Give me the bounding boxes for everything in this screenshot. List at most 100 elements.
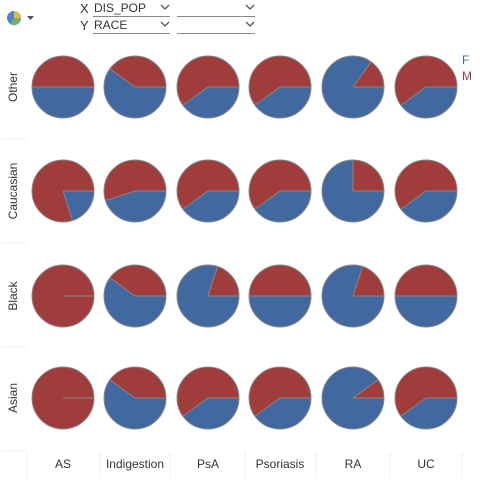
pie[interactable] [176, 159, 240, 223]
pie-slice-m[interactable] [353, 379, 384, 398]
pie-slice-m[interactable] [32, 56, 94, 87]
slice-boundary [254, 397, 281, 417]
pie-slice-f[interactable] [254, 87, 311, 118]
pie-slice-m[interactable] [109, 265, 166, 296]
y-field-dropdown[interactable]: RACE [93, 18, 170, 34]
pie-slice-m[interactable] [109, 56, 166, 87]
pie-outline [394, 264, 458, 328]
pie[interactable] [321, 366, 385, 430]
pie-slice-f[interactable] [32, 87, 94, 118]
pie[interactable] [103, 366, 167, 430]
chart-type-selector[interactable] [6, 9, 38, 27]
pie[interactable] [248, 264, 312, 328]
column-label: UC [417, 457, 435, 471]
pie[interactable] [248, 159, 312, 223]
slice-boundary [352, 379, 379, 399]
pie-slice-m[interactable] [249, 265, 311, 296]
pie-slice-m[interactable] [177, 159, 239, 210]
pie-slice-f[interactable] [103, 68, 166, 119]
pie[interactable] [394, 159, 458, 223]
pie[interactable] [176, 366, 240, 430]
legend-item-f[interactable]: F [462, 53, 470, 67]
pie[interactable] [321, 159, 385, 223]
pie-outline [321, 264, 385, 328]
pie-outline [321, 55, 385, 119]
pie-slice-m[interactable] [177, 55, 239, 106]
pie-slice-m[interactable] [103, 159, 167, 201]
pie[interactable] [248, 366, 312, 430]
x-secondary-dropdown[interactable] [177, 1, 255, 17]
pie[interactable] [103, 159, 167, 223]
pie-slice-f[interactable] [103, 277, 166, 328]
pie-slice-m[interactable] [353, 61, 384, 87]
legend-item-m[interactable]: M [462, 69, 472, 83]
pie-slice-m[interactable] [249, 159, 311, 210]
pie-outline [248, 366, 312, 430]
slice-boundary [352, 266, 364, 297]
row-label: Other [6, 72, 20, 102]
column-label: Psoriasis [256, 457, 305, 471]
pie-outline [394, 159, 458, 223]
pie[interactable] [176, 55, 240, 119]
pie-outline [394, 55, 458, 119]
pie-slice-f[interactable] [182, 191, 239, 222]
pie-slice-m[interactable] [353, 266, 384, 296]
chevron-down-icon [27, 16, 34, 20]
pie[interactable] [321, 264, 385, 328]
pie-slice-f[interactable] [103, 379, 166, 430]
pie-slice-m[interactable] [249, 366, 311, 417]
pie-slice-f[interactable] [63, 191, 94, 221]
pie[interactable] [321, 55, 385, 119]
pie-slice-f[interactable] [400, 87, 457, 118]
pie[interactable] [394, 366, 458, 430]
pie-slice-f[interactable] [254, 191, 311, 222]
pie-slice-m[interactable] [109, 367, 166, 398]
pie[interactable] [394, 264, 458, 328]
pie-slice-f[interactable] [400, 191, 457, 222]
pie-slice-f[interactable] [182, 87, 239, 118]
pie-outline [31, 366, 95, 430]
pie[interactable] [31, 55, 95, 119]
pie-slice-m[interactable] [394, 55, 457, 106]
pie[interactable] [394, 55, 458, 119]
pie[interactable] [103, 264, 167, 328]
slice-boundary [400, 190, 427, 210]
column-label: Indigestion [106, 457, 164, 471]
pie-outline [103, 55, 167, 119]
pie[interactable] [31, 264, 95, 328]
pie-slice-m[interactable] [353, 160, 384, 191]
pie-slice-f[interactable] [182, 398, 239, 429]
x-field-dropdown[interactable]: DIS_POP [93, 1, 170, 17]
pie-slice-f[interactable] [395, 296, 457, 327]
pie-outline [31, 55, 95, 119]
pie-slice-f[interactable] [400, 398, 457, 429]
x-axis-letter: X [80, 1, 89, 16]
pie-outline [31, 264, 95, 328]
pie-slice-m[interactable] [249, 55, 311, 106]
pie[interactable] [176, 264, 240, 328]
slice-boundary [182, 86, 209, 106]
y-secondary-dropdown[interactable] [177, 18, 255, 34]
pie-slice-m[interactable] [395, 366, 457, 417]
pie-outline [176, 55, 240, 119]
pie-slice-m[interactable] [395, 265, 457, 296]
pie-outline [394, 366, 458, 430]
pie-slice-f[interactable] [249, 296, 311, 327]
pie[interactable] [31, 366, 95, 430]
pie-slice-f[interactable] [105, 191, 166, 222]
slice-boundary [207, 266, 219, 297]
pie[interactable] [103, 55, 167, 119]
pie-slice-m[interactable] [208, 266, 239, 296]
pie-outline [176, 366, 240, 430]
pie-slice-f[interactable] [254, 398, 311, 429]
pie-outline [248, 159, 312, 223]
pie[interactable] [248, 55, 312, 119]
slice-boundary [105, 190, 136, 202]
column-label: AS [55, 457, 71, 471]
chevron-down-icon [160, 21, 170, 27]
pie-slice-m[interactable] [394, 159, 457, 210]
column-label: PsA [197, 457, 219, 471]
pie-slice-m[interactable] [176, 366, 240, 417]
y-field-value: RACE [94, 18, 128, 32]
pie[interactable] [31, 159, 95, 223]
